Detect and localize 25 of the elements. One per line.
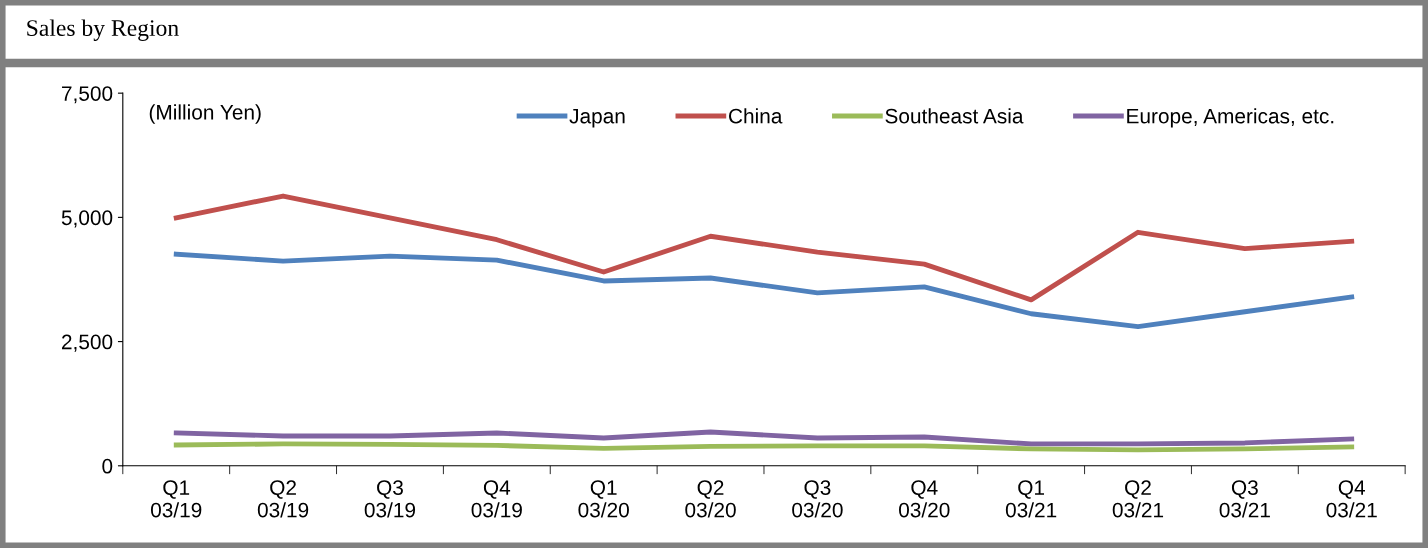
x-tick-label: Q1 03/21: [1005, 480, 1057, 518]
legend-label: Europe, Americas, etc.: [1127, 108, 1334, 128]
x-tick-label: Q1 03/20: [578, 480, 629, 518]
x-tick-label: Q2 03/19: [257, 480, 309, 518]
legend-label: China: [729, 108, 783, 124]
x-tick-label: Q2 03/21: [1112, 480, 1164, 518]
y-tick-label: 7,500: [62, 86, 113, 104]
x-tick-label: Q3 03/19: [364, 480, 416, 518]
y-tick-label: 0: [102, 458, 113, 474]
x-tick-label: Q1 03/19: [150, 480, 202, 518]
x-tick-label: Q4 03/20: [899, 480, 950, 518]
y-tick-label: 2,500: [62, 334, 113, 352]
chart-title: Sales by Region: [27, 19, 179, 41]
annotation: (Million Yen): [149, 104, 261, 124]
line-series: [173, 429, 1355, 447]
x-tick-label: Q3 03/20: [792, 480, 843, 518]
legend-label: Japan: [569, 108, 625, 128]
line-series: [173, 251, 1355, 330]
x-tick-label: Q2 03/20: [685, 480, 736, 518]
legend-label: Southeast Asia: [885, 108, 1024, 124]
line-series: [173, 193, 1355, 303]
y-tick-label: 5,000: [61, 210, 113, 228]
x-tick-label: Q4 03/19: [471, 480, 522, 518]
x-tick-label: Q3 03/21: [1219, 480, 1270, 518]
x-tick-label: Q4 03/21: [1326, 480, 1377, 518]
